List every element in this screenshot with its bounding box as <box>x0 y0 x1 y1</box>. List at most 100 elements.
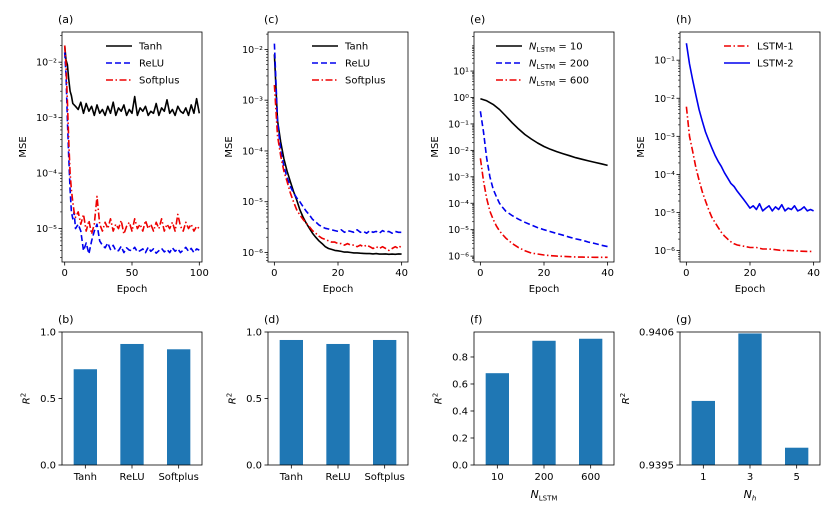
bar-relu <box>326 343 350 465</box>
bar-relu <box>120 343 144 465</box>
x-tick-label: 40 <box>601 268 614 279</box>
y-tick-label: 10⁻² <box>448 146 469 157</box>
y-tick-label: 10⁻² <box>242 45 263 56</box>
y-tick-label: 10⁻² <box>36 58 57 69</box>
bar-softplus <box>373 339 397 465</box>
series-line-relu <box>273 43 402 234</box>
panel-g: 1 3 5 0.9395 0.9406 R2 Nh (g) <box>619 313 821 503</box>
x-tick-label: 0 <box>62 268 68 279</box>
legend-label: Softplus <box>345 76 385 87</box>
bar-3 <box>738 333 762 465</box>
panel-label: (g) <box>676 313 692 326</box>
y-tick-label: 10⁻⁵ <box>36 224 57 235</box>
series-group <box>273 43 403 256</box>
y-tick-label: 0.2 <box>452 433 468 444</box>
panel-a: 10⁻⁵ 10⁻⁴ 10⁻³ 10⁻² 0 50 100 Tanh ReLU Softplus Ep… <box>18 13 209 295</box>
y-tick-label: 10⁰ <box>453 93 469 104</box>
x-tick-label: 40 <box>395 268 408 279</box>
series-line-n-lstm-200 <box>479 111 608 248</box>
y-tick-label: 10⁻⁵ <box>242 197 263 208</box>
x-axis-label: Epoch <box>323 284 354 295</box>
y-axis-label: MSE <box>430 136 441 157</box>
y-tick-label: 0.9395 <box>639 461 674 472</box>
x-tick-label: 0 <box>477 268 483 279</box>
y-tick-label: 10⁻⁴ <box>242 146 263 157</box>
x-tick-label: 40 <box>807 268 820 279</box>
y-tick-label: 10⁻³ <box>448 172 469 183</box>
y-tick-label: 0.4 <box>452 406 468 417</box>
x-tick-label: 0 <box>683 268 689 279</box>
y-tick-label: 10⁻¹ <box>448 119 469 130</box>
x-tick-label: 1 <box>700 472 706 483</box>
y-axis-label: R2 <box>19 393 32 404</box>
bar-tanh <box>73 369 97 465</box>
series-group <box>63 45 201 255</box>
bar-10 <box>485 373 509 465</box>
panel-label: (a) <box>58 13 73 26</box>
y-axis-label: R2 <box>431 393 444 404</box>
x-tick-label: 20 <box>744 268 757 279</box>
y-tick-label: 10⁻⁵ <box>654 208 675 219</box>
panel-label: (f) <box>470 313 482 326</box>
bar-200 <box>532 340 556 465</box>
axes-frame <box>679 31 821 263</box>
x-tick-label: 20 <box>332 268 345 279</box>
y-tick-label: 10⁻¹ <box>654 56 675 67</box>
series-group <box>479 97 608 259</box>
axes-frame <box>267 31 409 263</box>
x-axis-label: NLSTM <box>531 488 558 503</box>
x-tick-label: 20 <box>538 268 551 279</box>
axes-frame <box>61 31 203 263</box>
y-axis-label: R2 <box>619 393 632 404</box>
x-tick-label: Tanh <box>73 472 97 483</box>
y-tick-label: 0.9406 <box>639 328 674 339</box>
y-tick-label: 10⁻⁶ <box>654 246 675 257</box>
series-line-relu <box>63 52 200 255</box>
x-axis-label: Epoch <box>529 284 560 295</box>
y-tick-label: 1.0 <box>40 328 56 339</box>
panel-e: 10⁻⁶ 10⁻⁵ 10⁻⁴ 10⁻³ 10⁻² 10⁻¹ 10⁰ 10¹ 0 20 40 NLSTM… <box>430 13 615 295</box>
y-tick-label: 1.0 <box>246 328 262 339</box>
y-tick-label: 0.0 <box>452 461 468 472</box>
y-axis-label: R2 <box>225 393 238 404</box>
bar-1 <box>691 400 715 465</box>
y-tick-label: 10⁻⁵ <box>448 225 469 236</box>
x-tick-label: 10 <box>491 472 504 483</box>
series-line-n-lstm-10 <box>480 97 608 167</box>
panel-c: 10⁻⁶ 10⁻⁵ 10⁻⁴ 10⁻³ 10⁻² 0 20 40 Tanh ReLU Softplu… <box>224 13 409 295</box>
axes-frame <box>61 331 203 466</box>
legend-label: LSTM-2 <box>757 59 794 70</box>
y-tick-label: 10¹ <box>453 67 469 78</box>
y-tick-label: 0.8 <box>452 352 468 363</box>
bar-softplus <box>167 349 191 465</box>
x-tick-label: ReLU <box>325 472 350 483</box>
bar-tanh <box>279 339 303 465</box>
legend-label: NLSTM = 200 <box>529 59 589 72</box>
x-axis-label: Epoch <box>117 284 148 295</box>
bar-5 <box>785 447 809 465</box>
y-axis-label: MSE <box>18 136 29 157</box>
legend-label: LSTM-1 <box>757 42 794 53</box>
series-line-softplus <box>273 84 403 252</box>
series-group <box>685 43 814 253</box>
y-axis-label: MSE <box>636 136 647 157</box>
y-tick-label: 10⁻⁶ <box>448 252 469 263</box>
legend-label: Softplus <box>139 76 179 87</box>
x-axis-label: Nh <box>744 488 757 503</box>
panel-label: (d) <box>264 313 280 326</box>
y-tick-label: 0.0 <box>40 461 56 472</box>
y-tick-label: 0.5 <box>246 394 262 405</box>
legend-label: NLSTM = 10 <box>529 42 583 55</box>
panel-label: (e) <box>470 13 485 26</box>
bar-600 <box>579 338 603 465</box>
panel-f: 10 200 600 0.0 0.2 0.4 0.6 0.8 R2 NLSTM (f) <box>431 313 615 503</box>
y-tick-label: 10⁻⁴ <box>36 169 57 180</box>
panel-h: 10⁻⁶ 10⁻⁵ 10⁻⁴ 10⁻³ 10⁻² 10⁻¹ 0 20 40 LSTM-1 LSTM-… <box>636 13 821 295</box>
y-tick-label: 10⁻⁶ <box>242 248 263 259</box>
y-axis-label: MSE <box>224 136 235 157</box>
legend-label: ReLU <box>345 59 370 70</box>
legend-label: ReLU <box>139 59 164 70</box>
series-line-lstm-1 <box>685 106 814 253</box>
panel-label: (b) <box>58 313 74 326</box>
legend-label: Tanh <box>344 42 368 53</box>
